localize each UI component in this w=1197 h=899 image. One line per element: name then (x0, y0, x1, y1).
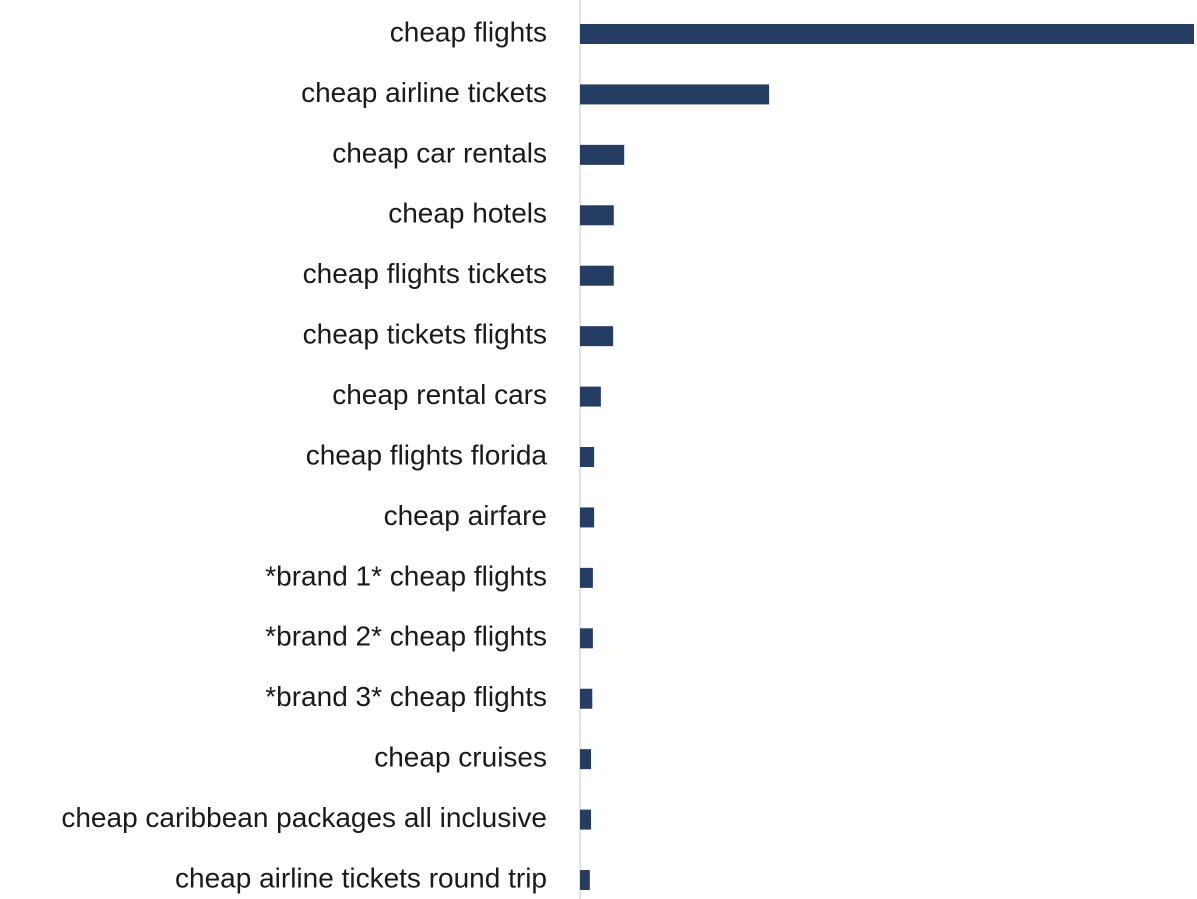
bar (580, 688, 593, 709)
bar (580, 205, 614, 226)
bar (580, 567, 593, 588)
bar (580, 144, 625, 165)
bar (580, 447, 595, 468)
y-tick-label: cheap flights florida (306, 439, 548, 470)
y-tick-label: cheap rental cars (332, 379, 547, 410)
y-tick-label: cheap tickets flights (303, 319, 547, 350)
bar (580, 749, 592, 770)
bar (580, 24, 1194, 44)
y-tick-label: cheap car rentals (332, 137, 547, 168)
y-tick-label: cheap airline tickets round trip (175, 862, 547, 893)
bar (580, 84, 770, 105)
bar (580, 628, 593, 649)
bar (580, 386, 601, 407)
y-tick-label: cheap caribbean packages all inclusive (61, 802, 547, 833)
y-tick-label: *brand 2* cheap flights (265, 621, 547, 652)
y-tick-label: *brand 3* cheap flights (265, 681, 547, 712)
y-tick-label: cheap hotels (388, 198, 547, 229)
bar (580, 870, 590, 891)
bar (580, 809, 592, 830)
bar (580, 326, 614, 347)
y-tick-label: *brand 1* cheap flights (265, 560, 547, 591)
y-tick-label: cheap flights (390, 16, 547, 47)
bar (580, 265, 614, 286)
y-tick-label: cheap cruises (374, 742, 547, 773)
bar (580, 507, 595, 528)
y-tick-label: cheap airline tickets (301, 77, 547, 108)
y-tick-label: cheap airfare (384, 500, 547, 531)
y-tick-label: cheap flights tickets (303, 258, 547, 289)
